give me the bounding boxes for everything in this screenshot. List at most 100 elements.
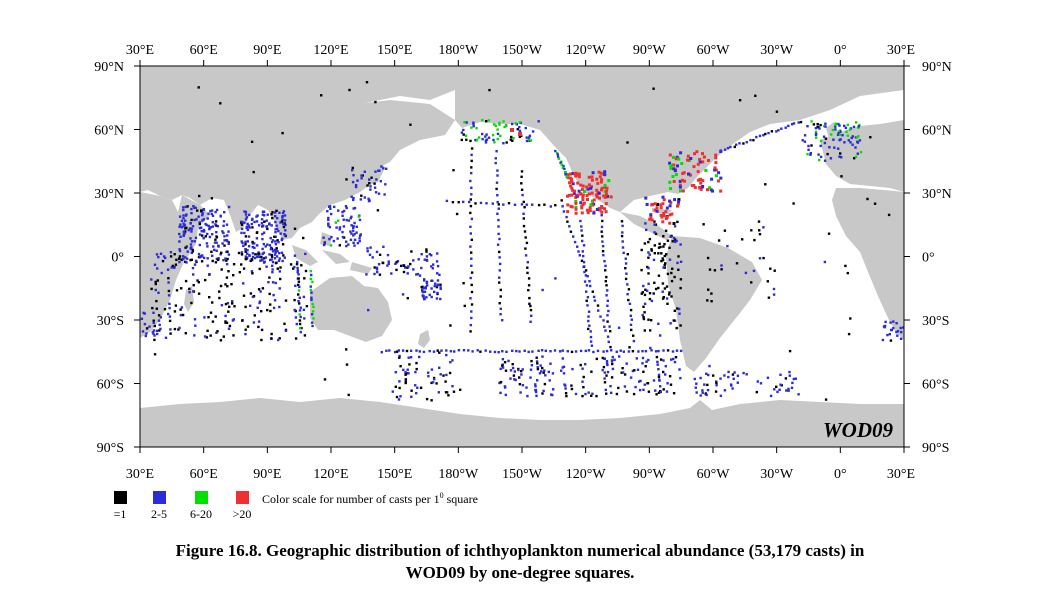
cast-point <box>436 279 440 282</box>
cast-point <box>276 267 279 270</box>
cast-point <box>650 299 654 303</box>
cast-point <box>298 327 302 330</box>
cast-point <box>807 148 810 151</box>
cast-point <box>659 334 662 337</box>
cast-point <box>445 349 448 352</box>
cast-point <box>469 245 472 248</box>
cast-point <box>240 227 244 231</box>
cast-point <box>494 161 497 165</box>
cast-point <box>857 125 860 128</box>
cast-point <box>676 164 679 168</box>
cast-point <box>270 213 273 216</box>
cast-point <box>496 174 499 177</box>
cast-point <box>618 355 621 358</box>
land-indonesia <box>292 232 372 274</box>
cast-point <box>218 290 221 293</box>
cast-point <box>280 220 284 223</box>
cast-point <box>209 311 213 314</box>
cast-point <box>232 274 235 277</box>
cast-point <box>273 235 276 238</box>
cast-point <box>658 378 661 382</box>
cast-point <box>536 379 539 382</box>
cast-point <box>275 227 279 231</box>
cast-point <box>520 170 524 173</box>
cast-point <box>275 209 278 212</box>
cast-point <box>462 133 465 136</box>
cast-point <box>284 223 287 227</box>
cast-point <box>244 235 248 238</box>
cast-point <box>303 277 306 280</box>
cast-point <box>576 173 580 177</box>
cast-point <box>166 268 170 271</box>
cast-point <box>254 253 257 256</box>
left-lat-label: 60°N <box>94 124 124 139</box>
cast-point <box>204 235 207 238</box>
cast-point <box>370 176 373 179</box>
cast-point <box>590 370 593 373</box>
cast-point <box>309 277 312 281</box>
top-lon-label: 30°E <box>126 43 154 58</box>
cast-point <box>173 310 177 313</box>
cast-point <box>271 264 274 267</box>
cast-point <box>207 224 210 228</box>
cast-point <box>292 267 295 270</box>
cast-point <box>889 321 892 324</box>
cast-point <box>654 287 658 291</box>
cast-point <box>418 274 422 277</box>
cast-point <box>647 251 650 254</box>
cast-point <box>632 334 635 337</box>
cast-point <box>327 222 330 225</box>
cast-point <box>656 203 659 206</box>
cast-point <box>669 235 672 238</box>
cast-point <box>597 309 600 312</box>
cast-point <box>624 257 627 260</box>
cast-point <box>838 133 842 136</box>
cast-point <box>522 217 525 220</box>
cast-point <box>178 257 181 260</box>
cast-point <box>377 169 380 172</box>
cast-point <box>279 266 282 269</box>
cast-point <box>831 128 835 132</box>
cast-point <box>883 326 886 329</box>
cast-point <box>704 169 708 172</box>
cast-point <box>281 259 284 263</box>
cast-point <box>279 221 282 224</box>
cast-point <box>600 186 604 190</box>
cast-point <box>610 376 614 379</box>
cast-point <box>180 258 183 261</box>
cast-point <box>511 139 514 142</box>
cast-point <box>693 186 697 189</box>
cast-point <box>260 258 264 261</box>
cast-point <box>242 294 246 297</box>
cast-point <box>816 123 819 126</box>
cast-point <box>503 125 506 129</box>
cast-point <box>224 302 228 306</box>
cast-point <box>708 186 712 190</box>
cast-point <box>719 176 723 180</box>
cast-point <box>407 372 410 375</box>
cast-point <box>428 349 431 353</box>
cast-point <box>513 370 516 373</box>
cast-point <box>559 161 562 164</box>
cast-point <box>676 204 679 208</box>
cast-point <box>601 235 604 238</box>
top-lon-label: 90°W <box>633 43 667 58</box>
cast-point <box>496 212 499 215</box>
cast-point <box>606 304 609 307</box>
cast-point <box>169 255 173 258</box>
cast-point <box>231 302 234 305</box>
cast-point <box>723 229 727 232</box>
cast-point <box>566 220 569 223</box>
cast-point <box>661 220 665 224</box>
cast-point <box>735 262 739 265</box>
cast-point <box>190 207 193 211</box>
legend-label: 2-5 <box>151 507 167 521</box>
cast-point <box>563 167 566 171</box>
cast-point <box>653 208 657 212</box>
cast-point <box>445 353 448 357</box>
cast-point <box>794 377 797 380</box>
cast-point <box>554 204 557 207</box>
cast-point <box>818 127 821 130</box>
cast-point <box>460 138 463 142</box>
cast-point <box>310 321 314 324</box>
